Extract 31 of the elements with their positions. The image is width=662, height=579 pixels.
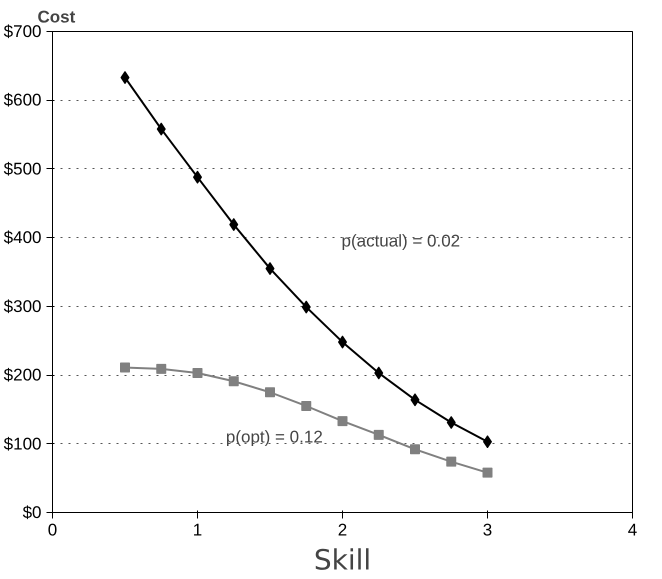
point [410,444,420,454]
point [446,456,456,467]
y-tick-label: $400 [4,228,42,248]
x-tick-label: 2 [338,520,348,540]
point [482,468,492,478]
point [228,376,239,386]
point [301,400,312,411]
point [156,122,166,136]
x-tick-label: 0 [48,520,58,540]
point [156,364,166,374]
x-axis-title: Skill [314,544,372,576]
x-tick-label: 4 [628,520,638,540]
x-tick-label: 1 [192,520,202,540]
y-tick-label: $600 [4,90,42,110]
annotation: p(actual) = 0.02 [342,232,460,251]
x-tick-label: 3 [482,520,492,540]
y-tick-label: $100 [4,434,42,454]
y-tick-label: $0 [22,503,42,522]
point [302,300,311,314]
point [229,218,238,232]
point [338,416,348,426]
point [265,387,275,398]
y-tick-label: $300 [4,296,42,316]
y-tick-label: $200 [4,366,42,385]
point [446,416,456,429]
annotation: p(opt) = 0.12 [226,427,323,446]
point [192,368,202,378]
y-tick-label: $500 [4,159,42,178]
point [374,366,384,380]
point [120,362,130,373]
point [374,430,384,440]
